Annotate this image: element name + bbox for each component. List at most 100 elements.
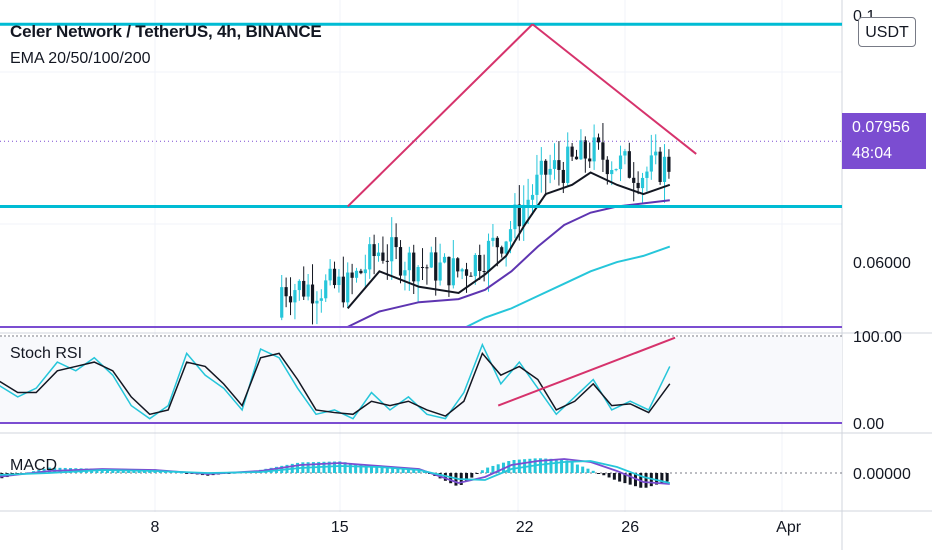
macd-histogram-bar [517, 459, 521, 473]
candle-body [623, 151, 627, 156]
candle-body [486, 240, 491, 272]
candle-body [368, 244, 372, 270]
candle-body [469, 275, 473, 277]
macd-histogram-bar [401, 468, 405, 473]
ema20-line [346, 171, 671, 310]
price-axis-tick: 0.06000 [853, 255, 911, 272]
candle-body [640, 177, 645, 189]
candle-body [372, 244, 376, 257]
macd-histogram-bar [475, 473, 479, 474]
candle-body [464, 269, 469, 276]
time-axis-tick: 26 [621, 519, 639, 536]
macd-histogram-bar [406, 468, 410, 473]
candle-body [473, 254, 477, 277]
indicator-label: EMA 20/50/100/200 [10, 50, 151, 67]
stoch-trendline-0 [497, 336, 676, 407]
stoch-rsi-label: Stoch RSI [10, 345, 83, 362]
stoch-band-fill [0, 337, 842, 423]
macd-histogram-bar [185, 473, 189, 474]
ema50-line [347, 199, 670, 328]
macd-histogram-bar [369, 466, 373, 473]
candle-body [385, 260, 389, 262]
stoch-d-line [0, 351, 671, 417]
candle-body [478, 254, 482, 271]
candle-body [420, 266, 425, 268]
candle-body [328, 268, 332, 281]
macd-histogram-bar [560, 459, 564, 473]
candle-body [601, 142, 605, 160]
candle-body [491, 237, 495, 241]
time-axis-tick: Apr [776, 519, 802, 536]
macd-histogram-bar [480, 470, 484, 473]
macd-histogram-bar [581, 466, 585, 473]
time-axis-tick: 8 [151, 519, 160, 536]
macd-histogram-bar [591, 470, 595, 473]
candle-body [363, 269, 367, 274]
stoch-k-line [0, 342, 671, 420]
stoch-axis-tick: 0.00 [853, 416, 884, 433]
macd-histogram-bar [628, 473, 632, 485]
candle-body [293, 290, 297, 303]
candle-body [548, 168, 552, 175]
candle-body [341, 276, 345, 303]
candle-body [579, 140, 583, 160]
time-axis-tick: 22 [516, 519, 534, 536]
candle-body [302, 280, 306, 297]
candle-body [381, 252, 385, 261]
macd-histogram-bar [396, 468, 400, 473]
macd-histogram-bar [512, 460, 516, 473]
macd-histogram-bar [486, 467, 490, 473]
candle-body [614, 169, 618, 171]
macd-histogram-bar [354, 463, 358, 473]
candle-body [636, 182, 640, 189]
candle-body [561, 169, 565, 183]
candle-body [346, 272, 350, 303]
currency-badge[interactable]: USDT [858, 17, 916, 47]
price-trendline-1 [531, 23, 697, 155]
macd-histogram-bar [385, 467, 389, 473]
candle-body [495, 237, 499, 248]
candle-body [649, 155, 653, 172]
macd-histogram-bar [375, 466, 379, 473]
macd-line [0, 458, 670, 485]
candle-body [605, 159, 609, 175]
macd-histogram-bar [644, 473, 648, 488]
candle-body [618, 155, 623, 170]
candle-body [504, 241, 508, 254]
macd-histogram-bar [465, 473, 469, 482]
macd-histogram-bar [364, 465, 368, 473]
macd-histogram-bar [565, 460, 569, 473]
macd-histogram-bar [655, 473, 659, 485]
candle-body [517, 204, 521, 227]
candle-body [482, 270, 486, 272]
candle-body [376, 252, 381, 257]
candle-body [315, 300, 319, 304]
candle-body [632, 177, 636, 183]
candle-body [407, 252, 411, 271]
candle-body [438, 262, 442, 281]
macd-histogram-bar [391, 467, 395, 473]
candle-body [522, 204, 526, 227]
macd-histogram-bar [348, 462, 352, 473]
candle-body [662, 156, 667, 182]
macd-histogram-bar [602, 473, 606, 476]
candle-body [319, 298, 323, 301]
candle-body [508, 229, 513, 242]
price-trendline-0 [347, 23, 534, 208]
candle-body [456, 258, 460, 272]
candle-body [280, 287, 284, 318]
candle-body [297, 280, 301, 291]
candle-body [332, 268, 337, 286]
ema100-line [466, 245, 671, 328]
candle-body [539, 160, 543, 175]
candle-body [447, 256, 451, 286]
candle-body [442, 256, 447, 263]
macd-histogram-bar [570, 462, 574, 473]
candle-body [350, 272, 354, 278]
candle-body [398, 247, 403, 276]
macd-histogram-bar [607, 473, 611, 478]
candle-body [416, 266, 420, 282]
macd-histogram-bar [586, 468, 590, 473]
candle-body [526, 199, 530, 205]
